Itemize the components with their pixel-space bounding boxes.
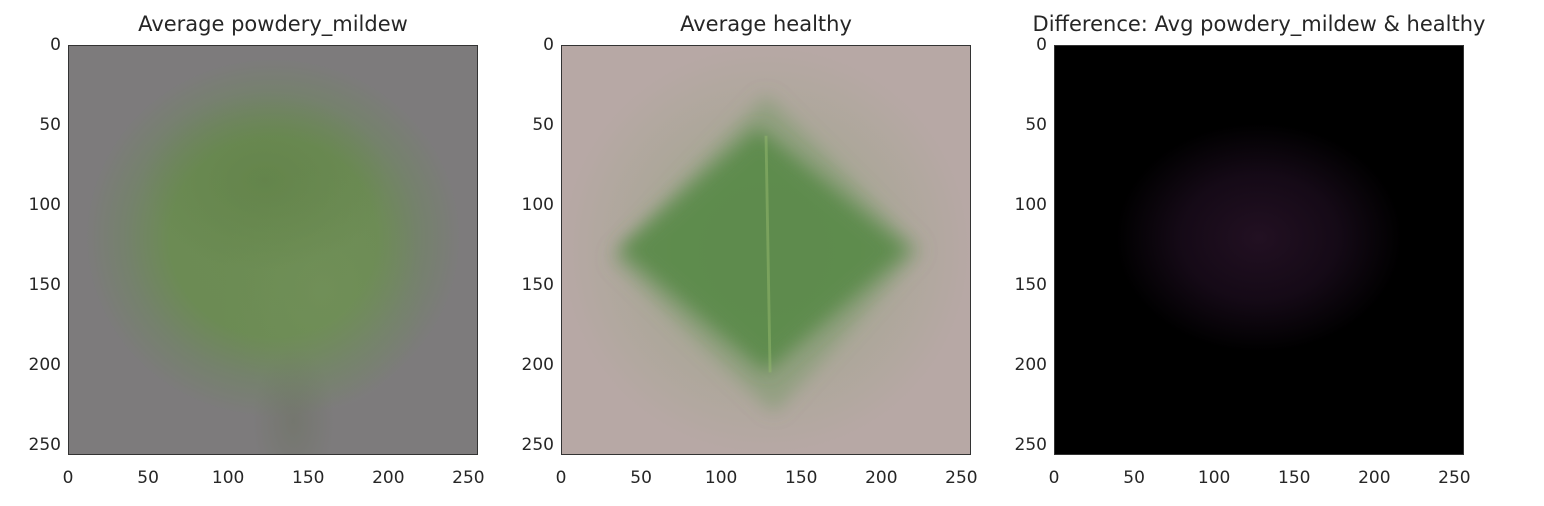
x-tick-label: 200 — [372, 468, 405, 488]
y-tick-label: 0 — [1036, 35, 1047, 55]
panel-title: Difference: Avg powdery_mildew & healthy — [1032, 12, 1486, 36]
y-tick-label: 0 — [50, 35, 61, 55]
y-tick-label: 50 — [39, 115, 61, 136]
x-tick-label: 0 — [555, 468, 567, 488]
difference-blob-layer — [1055, 46, 1463, 454]
y-tick-label: 150 — [1014, 275, 1047, 296]
image-plot-area — [1054, 45, 1464, 455]
panel-title: Average powdery_mildew — [138, 12, 408, 36]
y-tick-label: 250 — [521, 435, 554, 456]
leaf-diamond-shape — [610, 94, 922, 414]
leaf-shade-layer — [69, 46, 477, 454]
x-tick-label: 100 — [704, 468, 738, 488]
y-tick-label: 100 — [1014, 195, 1047, 216]
panel-title: Average healthy — [680, 12, 852, 36]
y-tick-label: 200 — [521, 355, 554, 376]
x-tick-label: 0 — [62, 468, 74, 488]
y-tick-label: 100 — [28, 195, 61, 216]
y-tick-label: 200 — [1014, 355, 1047, 376]
x-tick-label: 150 — [1278, 468, 1311, 488]
x-tick-label: 0 — [1048, 468, 1060, 488]
x-tick-label: 50 — [137, 468, 159, 488]
image-plot-area — [561, 45, 971, 455]
y-tick-label: 200 — [28, 355, 61, 376]
x-tick-label: 200 — [1358, 468, 1391, 488]
x-tick-label: 250 — [945, 468, 978, 488]
x-tick-label: 150 — [785, 468, 818, 488]
y-tick-label: 50 — [532, 115, 554, 136]
x-tick-label: 250 — [1438, 468, 1471, 488]
x-tick-label: 50 — [630, 468, 652, 488]
x-tick-label: 100 — [1197, 468, 1231, 488]
y-tick-label: 250 — [28, 435, 61, 456]
x-tick-label: 150 — [292, 468, 325, 488]
image-plot-area — [68, 45, 478, 455]
y-tick-label: 50 — [1025, 115, 1047, 136]
x-tick-label: 200 — [865, 468, 898, 488]
y-tick-label: 150 — [521, 275, 554, 296]
x-tick-label: 50 — [1123, 468, 1145, 488]
x-tick-label: 100 — [211, 468, 245, 488]
y-tick-label: 250 — [1014, 435, 1047, 456]
y-tick-label: 0 — [543, 35, 554, 55]
y-tick-label: 100 — [521, 195, 554, 216]
x-tick-label: 250 — [452, 468, 485, 488]
y-tick-label: 150 — [28, 275, 61, 296]
